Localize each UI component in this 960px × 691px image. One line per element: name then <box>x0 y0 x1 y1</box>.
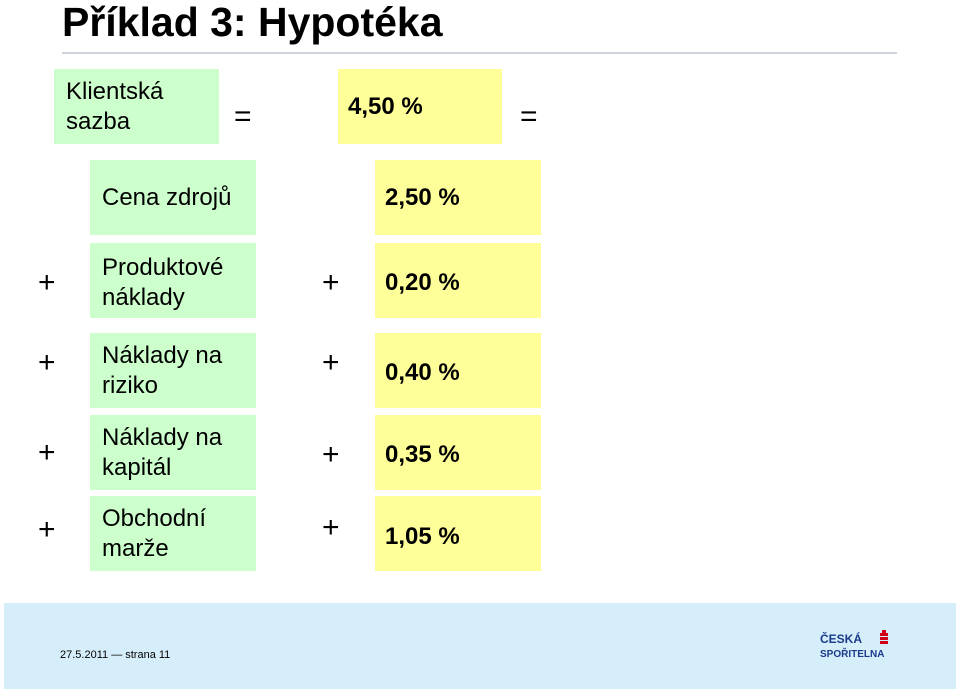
cost-row-value-box: 2,50 % <box>375 160 541 235</box>
plus-sign: + <box>322 266 340 299</box>
cost-row-value: 0,35 % <box>385 441 460 468</box>
cost-row-label-box: Náklady na kapitál <box>90 415 256 490</box>
cost-row-value-box: 1,05 % <box>375 496 541 571</box>
equals-sign-right: = <box>520 100 538 133</box>
client-rate-label: Klientská sazba <box>66 78 164 135</box>
cost-row-label-box: Produktové náklady <box>90 243 256 318</box>
plus-sign: + <box>38 436 56 469</box>
plus-sign: + <box>322 346 340 379</box>
cost-row-value: 0,20 % <box>385 269 460 296</box>
equals-sign-left: = <box>234 100 252 133</box>
svg-text:SPOŘITELNA: SPOŘITELNA <box>820 647 884 660</box>
cost-row-value-box: 0,35 % <box>375 415 541 490</box>
cost-row-label-box: Náklady na riziko <box>90 333 256 408</box>
client-rate-value: 4,50 % <box>348 93 423 120</box>
cost-row-label: Náklady na kapitál <box>102 424 223 481</box>
plus-sign: + <box>38 266 56 299</box>
cost-row-label: Cena zdrojů <box>102 184 232 211</box>
cost-row-label: Produktové náklady <box>102 254 224 311</box>
ceska-sporitelna-logo: ČESKÁ SPOŘITELNA <box>820 630 888 660</box>
plus-sign: + <box>38 346 56 379</box>
footer-band <box>4 603 956 689</box>
plus-sign: + <box>322 438 340 471</box>
client-rate-value-box: 4,50 % <box>338 69 502 144</box>
cost-row-label-box: Obchodní marže <box>90 496 256 571</box>
footer-date: 27.5.2011 <box>60 649 109 661</box>
cost-row-label: Náklady na riziko <box>102 342 223 399</box>
title-divider <box>62 52 897 54</box>
client-rate-label-box: Klientská sazba <box>54 69 219 144</box>
plus-sign: + <box>322 511 340 544</box>
cost-row-value-box: 0,20 % <box>375 243 541 318</box>
cost-row-value: 2,50 % <box>385 184 460 211</box>
cost-row-value: 1,05 % <box>385 523 460 550</box>
svg-text:ČESKÁ: ČESKÁ <box>820 631 862 646</box>
footer-info: 27.5.2011 — strana 11 <box>60 649 170 661</box>
cost-row-value-box: 0,40 % <box>375 333 541 408</box>
cost-row-label: Obchodní marže <box>102 505 207 562</box>
footer-separator: — <box>111 649 123 661</box>
page-title: Příklad 3: Hypotéka <box>62 0 443 45</box>
cost-row-value: 0,40 % <box>385 359 460 386</box>
footer-page-number: strana 11 <box>125 649 171 661</box>
plus-sign: + <box>38 513 56 546</box>
cost-row-label-box: Cena zdrojů <box>90 160 256 235</box>
